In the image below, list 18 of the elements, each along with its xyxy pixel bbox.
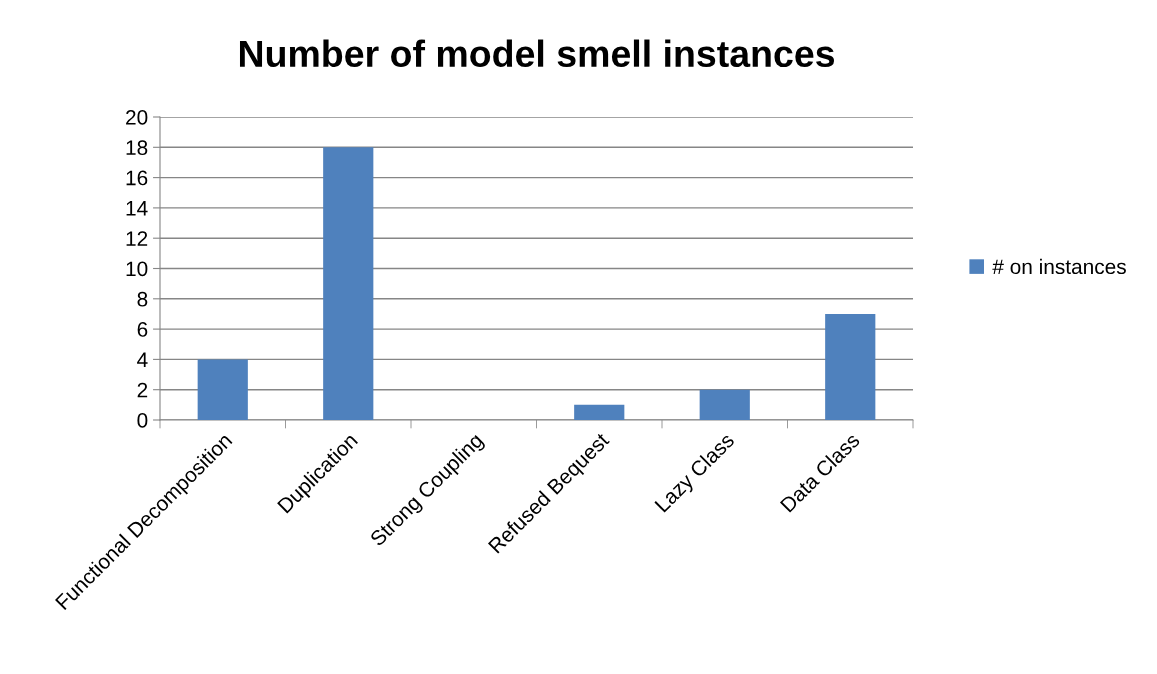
bar: [197, 359, 248, 420]
y-tick-label: 20: [126, 110, 148, 125]
y-tick-label: 12: [126, 231, 148, 246]
y-tick-label: 2: [137, 382, 148, 398]
y-tick-label: 18: [126, 140, 148, 156]
y-tick-label: 6: [137, 322, 148, 337]
y-tick-label: 8: [137, 291, 148, 307]
y-tick-label: 4: [137, 352, 148, 367]
y-tick-label: 16: [126, 170, 148, 186]
y-tick-label: 0: [137, 413, 148, 428]
bar: [323, 147, 374, 420]
chart-title: Number of model smell instances: [239, 39, 835, 68]
bar: [699, 389, 750, 420]
y-tick-label: 14: [126, 201, 148, 216]
bar: [825, 313, 876, 420]
y-tick-label: 10: [126, 261, 148, 277]
bar: [574, 404, 625, 420]
legend-label: # on instances: [992, 258, 1126, 275]
